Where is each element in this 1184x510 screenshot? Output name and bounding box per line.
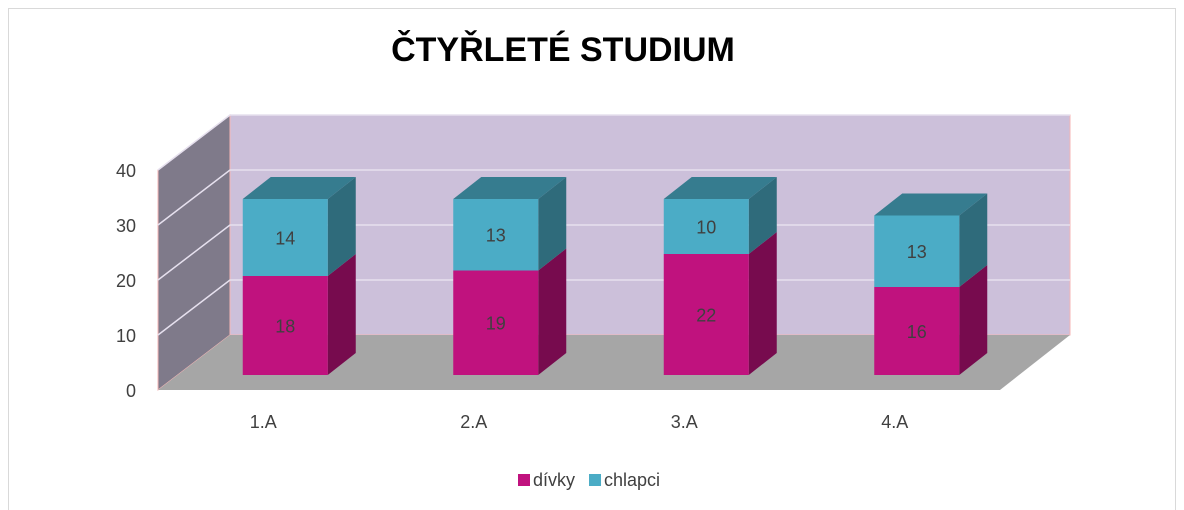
x-tick-label: 1.A — [250, 412, 277, 432]
data-label: 16 — [907, 322, 927, 342]
y-tick-label: 10 — [116, 326, 136, 346]
bar-side — [538, 248, 567, 375]
bar — [453, 270, 539, 375]
data-label: 13 — [907, 242, 927, 262]
bar-top — [663, 177, 777, 199]
legend-swatch — [589, 474, 602, 486]
x-tick-label: 2.A — [460, 412, 487, 432]
data-label: 13 — [486, 226, 506, 246]
data-label: 18 — [275, 316, 295, 336]
bar-side — [538, 177, 567, 271]
bar-side — [327, 254, 356, 375]
bar — [874, 287, 960, 375]
legend-swatch — [518, 474, 530, 486]
bar — [874, 215, 960, 287]
legend-label: chlapci — [604, 470, 660, 490]
y-tick-label: 20 — [116, 271, 136, 291]
bar — [663, 254, 749, 375]
y-tick-label: 30 — [116, 216, 136, 236]
grid-line — [157, 279, 1070, 336]
data-label: 22 — [696, 305, 716, 325]
grid-line — [157, 114, 1070, 171]
bar — [242, 199, 328, 276]
data-label: 10 — [696, 217, 716, 237]
y-tick-label: 40 — [116, 161, 136, 181]
x-tick-label: 4.A — [881, 412, 908, 432]
bar — [242, 276, 328, 375]
floor — [158, 335, 1070, 390]
bar — [663, 199, 749, 254]
legend-label: dívky — [533, 470, 575, 490]
bar-side — [748, 232, 777, 375]
grid-line — [157, 224, 1070, 281]
data-label: 14 — [275, 228, 295, 248]
y-tick-label: 0 — [126, 381, 136, 401]
grid-line — [157, 169, 1070, 226]
bar-top — [242, 177, 356, 199]
bar-side — [327, 177, 356, 276]
chart-title: ČTYŘLETÉ STUDIUM — [391, 30, 735, 69]
bar-top — [453, 177, 567, 199]
bar — [453, 199, 539, 271]
bar-side — [748, 177, 777, 254]
data-label: 19 — [486, 314, 506, 334]
bar-side — [959, 265, 988, 375]
x-tick-label: 3.A — [671, 412, 698, 432]
bar-top — [874, 193, 988, 216]
bar-side — [959, 193, 988, 287]
